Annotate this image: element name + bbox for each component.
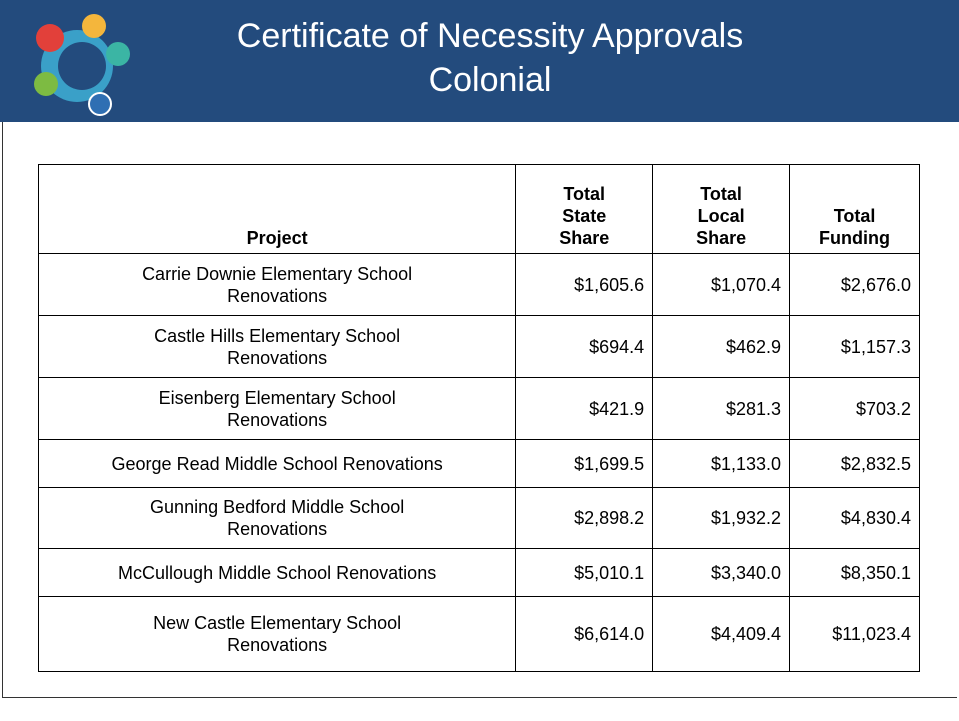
cell-line: Renovations	[227, 285, 328, 306]
cell-line: McCullough Middle School Renovations	[118, 562, 437, 583]
cell-line: Total	[833, 206, 876, 226]
amount-cell: $694.4	[515, 315, 654, 378]
table-row: George Read Middle School Renovations $1,…	[37, 439, 920, 488]
project-cell: George Read Middle School Renovations	[37, 439, 517, 488]
amount-cell: $6,614.0	[515, 596, 654, 672]
cell-line: Carrie Downie Elementary School	[142, 263, 413, 284]
amount-cell: $4,409.4	[652, 596, 791, 672]
logo-dot	[36, 24, 64, 52]
table-row: Eisenberg Elementary School Renovations $4…	[37, 377, 920, 440]
project-cell: Carrie Downie Elementary School Renovatio…	[37, 253, 517, 316]
cell-line: Eisenberg Elementary School	[158, 387, 396, 408]
amount-cell: $3,340.0	[652, 548, 791, 597]
cell-line: Total	[700, 184, 742, 204]
amount-cell: $1,932.2	[652, 487, 791, 549]
table-row: Carrie Downie Elementary School Renovatio…	[37, 253, 920, 316]
amount-cell: $1,699.5	[515, 439, 654, 488]
cell-line: Project	[246, 228, 308, 248]
project-cell: Eisenberg Elementary School Renovations	[37, 377, 517, 440]
title: Certificate of Necessity Approvals	[236, 17, 744, 55]
amount-cell: $1,605.6	[515, 253, 654, 316]
table-row: New Castle Elementary School Renovations $…	[37, 596, 920, 672]
cell-line: Renovations	[227, 409, 328, 430]
amount-cell: $421.9	[515, 377, 654, 440]
amount-cell: $5,010.1	[515, 548, 654, 597]
column-header: Project	[37, 164, 517, 254]
logo-dot	[106, 42, 130, 66]
logo	[34, 14, 130, 116]
amount-cell: $462.9	[652, 315, 791, 378]
column-header: Total State Share	[515, 164, 654, 254]
amount-cell: $8,350.1	[789, 548, 920, 597]
project-cell: Gunning Bedford Middle School Renovations	[37, 487, 517, 549]
cell-line: New Castle Elementary School	[153, 613, 402, 633]
header-row: Project Total State Share Total Local Share Tot…	[37, 164, 920, 254]
title-block: Certificate of Necessity Approvals Colon…	[160, 14, 820, 102]
cell-line: State	[562, 206, 607, 226]
logo-dot	[34, 72, 58, 96]
amount-cell: $2,898.2	[515, 487, 654, 549]
header-band	[0, 0, 959, 122]
amount-cell: $703.2	[789, 377, 920, 440]
amount-cell: $281.3	[652, 377, 791, 440]
logo-dot	[82, 14, 106, 38]
cell-line: Funding	[819, 228, 891, 248]
table-row: McCullough Middle School Renovations $5,0…	[37, 548, 920, 597]
amount-cell: $1,157.3	[789, 315, 920, 378]
cell-line: George Read Middle School Renovations	[111, 453, 443, 474]
amount-cell: $2,832.5	[789, 439, 920, 488]
slide-frame	[2, 122, 957, 698]
table-row: Gunning Bedford Middle School Renovations…	[37, 487, 920, 549]
cell-line: Renovations	[227, 635, 328, 655]
project-cell: McCullough Middle School Renovations	[37, 548, 517, 597]
cell-line: Local	[697, 206, 745, 226]
amount-cell: $1,070.4	[652, 253, 791, 316]
cell-line: Castle Hills Elementary School	[154, 325, 401, 346]
column-header: Total Local Share	[652, 164, 791, 254]
cell-line: Gunning Bedford Middle School	[150, 497, 405, 517]
table: Project Total State Share Total Local Share Tot…	[37, 164, 920, 672]
column-header: Total Funding	[789, 164, 920, 254]
cell-line: Renovations	[227, 519, 328, 539]
project-cell: Castle Hills Elementary School Renovation…	[37, 315, 517, 378]
cell-line: Renovations	[227, 347, 328, 368]
amount-cell: $11,023.4	[789, 596, 920, 672]
cell-line: Total	[563, 184, 606, 204]
amount-cell: $4,830.4	[789, 487, 920, 549]
logo-center	[58, 42, 106, 90]
cell-line: Share	[696, 228, 747, 248]
project-cell: New Castle Elementary School Renovations	[37, 596, 517, 672]
logo-dot	[88, 92, 112, 116]
subtitle: Colonial	[428, 61, 552, 99]
amount-cell: $2,676.0	[789, 253, 920, 316]
table-row: Castle Hills Elementary School Renovation…	[37, 315, 920, 378]
amount-cell: $1,133.0	[652, 439, 791, 488]
cell-line: Share	[559, 228, 610, 248]
